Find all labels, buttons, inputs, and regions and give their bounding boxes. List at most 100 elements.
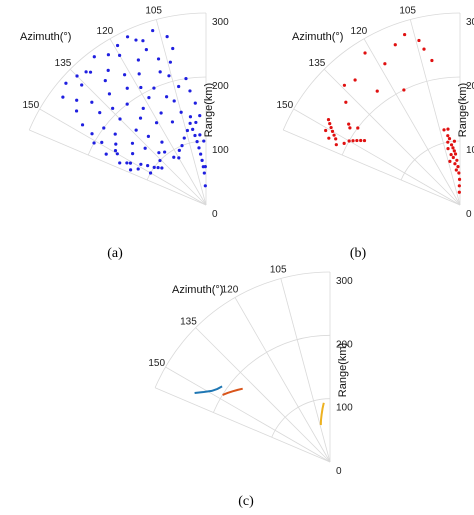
range-ring [400, 140, 461, 181]
data-point [141, 106, 145, 110]
data-point [128, 168, 133, 172]
azimuth-tick-label: 120 [222, 285, 239, 296]
data-point [453, 152, 458, 156]
panel-a-ticks: 105 120 135 150 0 100 200 300 [23, 6, 230, 220]
data-point [113, 132, 117, 136]
data-point [355, 138, 359, 143]
data-point [74, 109, 79, 113]
data-point [199, 152, 203, 156]
data-point [449, 143, 454, 147]
azimuth-tick-label: 105 [399, 6, 416, 17]
data-point [194, 120, 198, 125]
data-point [449, 152, 453, 157]
data-point [138, 116, 143, 120]
data-point [457, 177, 462, 182]
azimuth-spoke [29, 129, 207, 206]
data-point [179, 110, 183, 114]
azimuth-spoke [323, 68, 461, 206]
data-point [393, 43, 397, 47]
range-ring [28, 12, 207, 131]
data-point [200, 158, 204, 162]
data-point [452, 149, 456, 153]
data-point [158, 70, 162, 74]
azimuth-tick-label: 120 [97, 26, 114, 37]
panel-a-points [61, 28, 207, 188]
panel-b-caption: (b) [350, 246, 367, 261]
data-point [188, 115, 193, 119]
data-point [453, 162, 457, 166]
data-point [136, 58, 140, 62]
panel-c-caption: (c) [238, 494, 254, 509]
data-point [107, 92, 112, 96]
data-point [403, 32, 407, 37]
data-point [137, 72, 141, 76]
azimuth-tick-label: 150 [23, 100, 40, 111]
track-line-3 [319, 402, 325, 426]
panel-b-range-label: Range(km) [457, 83, 469, 137]
data-point [103, 79, 107, 83]
data-point [451, 155, 455, 160]
panel-c-chart: 105 120 135 150 0 100 200 300 Azimuth(°) Range(… [148, 265, 353, 509]
data-point [359, 138, 363, 143]
data-point [191, 127, 195, 131]
azimuth-spoke [165, 366, 331, 463]
range-tick-label: 0 [212, 209, 218, 220]
range-tick-label: 0 [336, 466, 342, 477]
data-point [61, 95, 65, 99]
data-point [64, 81, 68, 85]
range-tick-label: 300 [466, 17, 474, 28]
data-point [347, 122, 351, 126]
data-point [332, 133, 336, 137]
data-point [131, 152, 135, 156]
azimuth-spoke [409, 19, 461, 206]
data-point [152, 165, 156, 169]
range-tick-label: 300 [212, 17, 229, 28]
data-point [154, 121, 159, 125]
data-point [106, 68, 110, 72]
azimuth-spoke [154, 387, 331, 463]
data-point [113, 149, 118, 153]
range-tick-label: 200 [336, 339, 353, 350]
data-point [80, 123, 85, 127]
panel-c-azimuth-label: Azimuth(°) [172, 284, 223, 296]
data-point [146, 134, 151, 138]
data-point [168, 60, 172, 64]
azimuth-spoke [280, 278, 331, 463]
data-point [156, 165, 160, 170]
data-point [92, 141, 96, 145]
data-point [118, 117, 122, 121]
panel-b-chart: 105 120 135 150 0 100 200 300 Azimuth(°) Range(… [277, 6, 474, 261]
data-point [158, 158, 162, 163]
panel-c-lines [194, 385, 325, 426]
range-tick-label: 200 [466, 81, 474, 92]
range-ring [282, 12, 461, 131]
data-point [167, 74, 171, 78]
range-tick-label: 300 [336, 276, 353, 287]
data-point [334, 143, 338, 147]
azimuth-spoke [109, 38, 207, 206]
data-point [156, 57, 161, 61]
data-point [92, 55, 96, 59]
azimuth-spoke [234, 297, 331, 463]
data-point [446, 127, 450, 131]
data-point [353, 78, 357, 82]
data-point [446, 147, 450, 151]
azimuth-tick-label: 135 [180, 316, 197, 327]
data-point [203, 165, 207, 169]
azimuth-tick-label: 105 [145, 6, 162, 17]
data-point [134, 38, 138, 42]
data-point [147, 96, 151, 100]
range-tick-label: 100 [466, 145, 474, 156]
panel-c-grid [154, 271, 331, 463]
data-point [148, 171, 153, 175]
data-point [139, 162, 143, 166]
data-point [165, 35, 169, 39]
azimuth-tick-label: 150 [277, 100, 294, 111]
data-point [451, 146, 455, 150]
azimuth-tick-label: 150 [148, 358, 165, 369]
data-point [446, 140, 450, 144]
data-point [457, 184, 461, 188]
data-point [446, 134, 450, 138]
data-point [330, 129, 335, 133]
data-point [125, 35, 130, 39]
